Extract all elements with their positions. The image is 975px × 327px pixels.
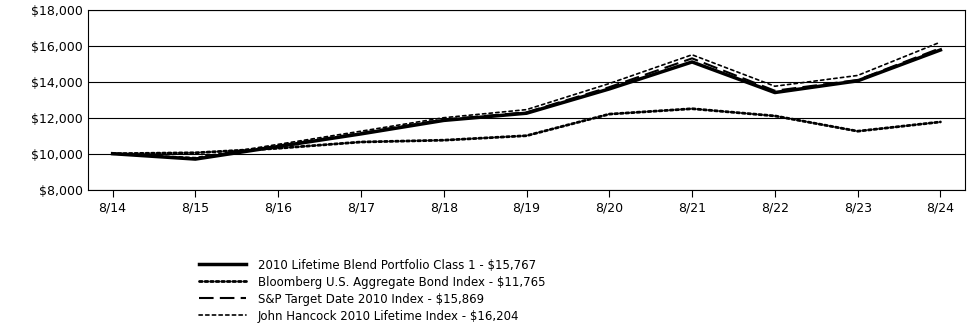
2010 Lifetime Blend Portfolio Class 1 - $15,767 <box>106 152 118 156</box>
John Hancock 2010 Lifetime Index - $16,204 <box>521 108 532 112</box>
2010 Lifetime Blend Portfolio Class 1 - $15,767 <box>686 60 698 64</box>
2010 Lifetime Blend Portfolio Class 1 - $15,767 <box>769 91 781 95</box>
Bloomberg U.S. Aggregate Bond Index - $11,765 <box>604 112 615 116</box>
S&P Target Date 2010 Index - $15,869 <box>686 56 698 60</box>
S&P Target Date 2010 Index - $15,869 <box>438 117 449 121</box>
S&P Target Date 2010 Index - $15,869 <box>106 152 118 156</box>
John Hancock 2010 Lifetime Index - $16,204 <box>355 129 367 133</box>
John Hancock 2010 Lifetime Index - $16,204 <box>106 152 118 156</box>
S&P Target Date 2010 Index - $15,869 <box>935 46 947 50</box>
Bloomberg U.S. Aggregate Bond Index - $11,765 <box>272 146 284 150</box>
S&P Target Date 2010 Index - $15,869 <box>852 78 864 82</box>
Bloomberg U.S. Aggregate Bond Index - $11,765 <box>935 120 947 124</box>
Line: S&P Target Date 2010 Index - $15,869: S&P Target Date 2010 Index - $15,869 <box>112 48 941 159</box>
S&P Target Date 2010 Index - $15,869 <box>189 157 201 161</box>
Bloomberg U.S. Aggregate Bond Index - $11,765 <box>769 114 781 118</box>
John Hancock 2010 Lifetime Index - $16,204 <box>438 116 449 120</box>
John Hancock 2010 Lifetime Index - $16,204 <box>272 142 284 146</box>
2010 Lifetime Blend Portfolio Class 1 - $15,767 <box>521 111 532 115</box>
S&P Target Date 2010 Index - $15,869 <box>355 131 367 135</box>
2010 Lifetime Blend Portfolio Class 1 - $15,767 <box>272 145 284 148</box>
S&P Target Date 2010 Index - $15,869 <box>769 89 781 93</box>
Line: 2010 Lifetime Blend Portfolio Class 1 - $15,767: 2010 Lifetime Blend Portfolio Class 1 - … <box>112 50 941 159</box>
John Hancock 2010 Lifetime Index - $16,204 <box>604 81 615 85</box>
John Hancock 2010 Lifetime Index - $16,204 <box>189 156 201 160</box>
John Hancock 2010 Lifetime Index - $16,204 <box>852 74 864 77</box>
S&P Target Date 2010 Index - $15,869 <box>604 85 615 89</box>
Line: John Hancock 2010 Lifetime Index - $16,204: John Hancock 2010 Lifetime Index - $16,2… <box>112 42 941 158</box>
Bloomberg U.S. Aggregate Bond Index - $11,765 <box>106 152 118 156</box>
2010 Lifetime Blend Portfolio Class 1 - $15,767 <box>935 48 947 52</box>
Bloomberg U.S. Aggregate Bond Index - $11,765 <box>521 134 532 138</box>
2010 Lifetime Blend Portfolio Class 1 - $15,767 <box>189 157 201 161</box>
Legend: 2010 Lifetime Blend Portfolio Class 1 - $15,767, Bloomberg U.S. Aggregate Bond I: 2010 Lifetime Blend Portfolio Class 1 - … <box>199 259 545 323</box>
Line: Bloomberg U.S. Aggregate Bond Index - $11,765: Bloomberg U.S. Aggregate Bond Index - $1… <box>112 109 941 154</box>
Bloomberg U.S. Aggregate Bond Index - $11,765 <box>852 129 864 133</box>
Bloomberg U.S. Aggregate Bond Index - $11,765 <box>189 151 201 155</box>
John Hancock 2010 Lifetime Index - $16,204 <box>769 84 781 88</box>
2010 Lifetime Blend Portfolio Class 1 - $15,767 <box>355 132 367 136</box>
John Hancock 2010 Lifetime Index - $16,204 <box>686 53 698 57</box>
Bloomberg U.S. Aggregate Bond Index - $11,765 <box>355 140 367 144</box>
Bloomberg U.S. Aggregate Bond Index - $11,765 <box>438 138 449 142</box>
S&P Target Date 2010 Index - $15,869 <box>272 144 284 147</box>
John Hancock 2010 Lifetime Index - $16,204 <box>935 40 947 44</box>
Bloomberg U.S. Aggregate Bond Index - $11,765 <box>686 107 698 111</box>
2010 Lifetime Blend Portfolio Class 1 - $15,767 <box>604 87 615 91</box>
S&P Target Date 2010 Index - $15,869 <box>521 111 532 114</box>
2010 Lifetime Blend Portfolio Class 1 - $15,767 <box>852 79 864 83</box>
2010 Lifetime Blend Portfolio Class 1 - $15,767 <box>438 118 449 122</box>
